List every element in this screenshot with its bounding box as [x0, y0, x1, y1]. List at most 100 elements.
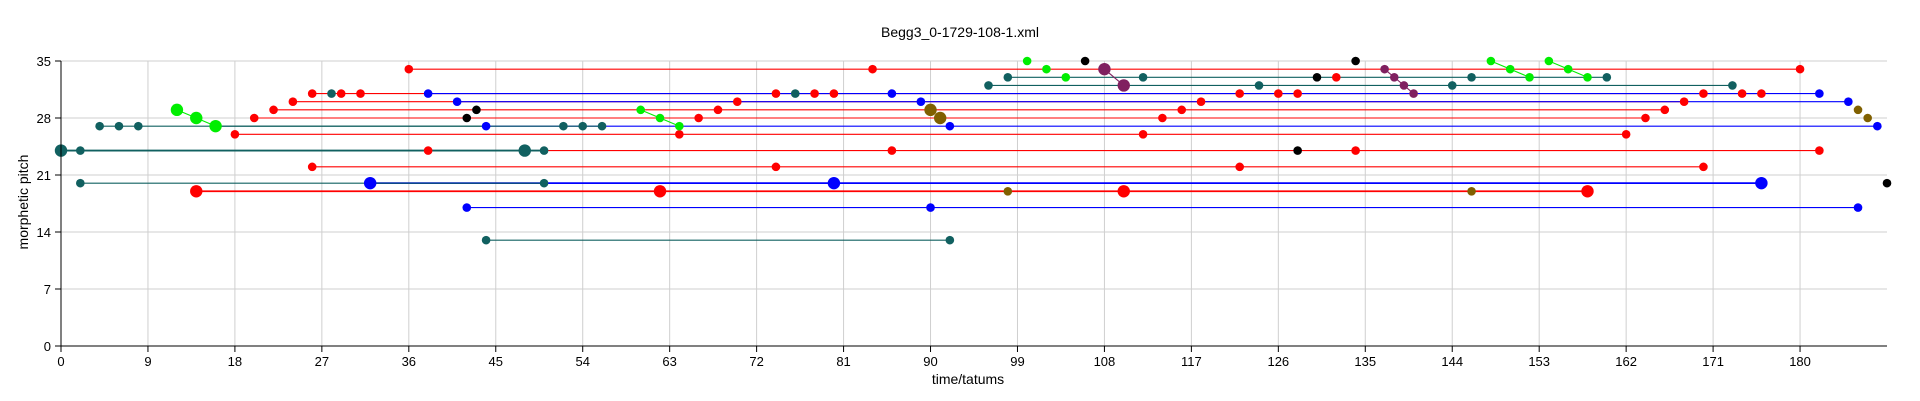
data-point — [1138, 129, 1148, 139]
data-point — [1795, 64, 1805, 74]
data-point — [95, 121, 104, 131]
data-point — [327, 89, 336, 98]
data-point — [1254, 81, 1264, 90]
data-point — [1467, 186, 1476, 196]
x-tick-label: 27 — [315, 354, 329, 369]
data-point — [1641, 113, 1650, 123]
x-tick-label: 72 — [749, 354, 763, 369]
data-point — [1042, 64, 1051, 74]
data-point — [1177, 105, 1187, 115]
y-tick-label: 35 — [37, 54, 51, 69]
data-point — [1699, 162, 1708, 172]
data-point — [636, 105, 645, 115]
data-point — [713, 105, 723, 115]
data-point — [732, 97, 742, 107]
data-point — [363, 176, 377, 190]
data-point — [481, 235, 491, 245]
data-point — [307, 89, 317, 98]
x-tick-label: 99 — [1010, 354, 1024, 369]
x-tick-label: 117 — [1181, 354, 1202, 369]
data-point — [539, 178, 549, 188]
data-point — [518, 144, 531, 157]
y-tick-label: 0 — [44, 339, 51, 354]
data-point — [916, 97, 926, 107]
data-point — [404, 64, 414, 74]
data-point — [1660, 105, 1670, 115]
data-point — [1863, 113, 1872, 123]
data-point — [559, 121, 568, 131]
data-point — [1399, 81, 1409, 90]
data-point — [539, 146, 549, 155]
data-point — [1525, 72, 1534, 82]
y-tick-label: 7 — [44, 282, 51, 297]
data-point — [1235, 89, 1244, 98]
data-point — [1544, 56, 1554, 66]
x-tick-label: 144 — [1441, 354, 1463, 369]
data-point — [1409, 89, 1418, 98]
data-point — [170, 103, 184, 117]
data-point — [810, 89, 819, 98]
data-point — [288, 97, 298, 107]
data-point — [1853, 105, 1863, 115]
data-point — [827, 176, 841, 190]
data-point — [771, 162, 781, 172]
data-point — [1117, 79, 1130, 92]
axes: 0 9 18 27 36 45 54 63 72 81 90 99 108 117 126 135 144 153… — [37, 54, 1887, 369]
data-point — [597, 121, 607, 131]
data-point — [462, 203, 472, 212]
data-point — [655, 113, 665, 123]
chart-title: Begg3_0-1729-108-1.xml — [881, 24, 1039, 40]
data-point — [1022, 56, 1032, 66]
data-point — [933, 111, 947, 125]
y-axis-label: morphetic pitch — [15, 155, 31, 250]
data-point — [1505, 64, 1515, 74]
data-point — [209, 119, 222, 133]
connectors — [61, 60, 1878, 241]
data-point — [1844, 97, 1853, 107]
data-point — [829, 89, 839, 98]
x-tick-label: 63 — [662, 354, 676, 369]
data-point — [472, 105, 481, 115]
data-point — [230, 129, 240, 139]
data-point — [1583, 72, 1592, 82]
data-point — [653, 185, 667, 198]
data-point — [1486, 56, 1496, 66]
data-point — [1293, 89, 1302, 98]
data-point — [114, 121, 124, 131]
data-point — [1757, 89, 1766, 98]
data-point — [1293, 146, 1302, 155]
data-point — [926, 203, 935, 212]
data-point — [1061, 72, 1071, 82]
data-point — [1815, 146, 1824, 155]
x-tick-label: 36 — [402, 354, 416, 369]
x-tick-label: 126 — [1267, 354, 1289, 369]
data-point — [76, 146, 85, 155]
data-point — [887, 89, 897, 98]
data-point — [694, 113, 703, 123]
x-tick-label: 153 — [1528, 354, 1550, 369]
points — [54, 56, 1892, 245]
data-point — [1873, 121, 1882, 131]
data-point — [452, 97, 462, 107]
data-point — [1755, 176, 1768, 190]
data-point — [1351, 56, 1360, 66]
y-tick-label: 28 — [37, 111, 51, 126]
data-point — [578, 121, 588, 131]
data-point — [945, 121, 955, 131]
x-tick-label: 81 — [836, 354, 850, 369]
data-point — [1853, 203, 1863, 212]
data-point — [1380, 64, 1389, 74]
data-point — [1003, 186, 1013, 196]
x-tick-label: 135 — [1354, 354, 1376, 369]
data-point — [1389, 72, 1399, 82]
data-point — [1117, 185, 1130, 198]
data-point — [462, 113, 472, 123]
connector-line — [1384, 68, 1414, 94]
data-point — [790, 89, 800, 98]
data-point — [336, 89, 346, 98]
data-point — [307, 162, 317, 172]
data-point — [1080, 56, 1090, 66]
data-point — [190, 111, 203, 125]
x-tick-label: 90 — [923, 354, 937, 369]
